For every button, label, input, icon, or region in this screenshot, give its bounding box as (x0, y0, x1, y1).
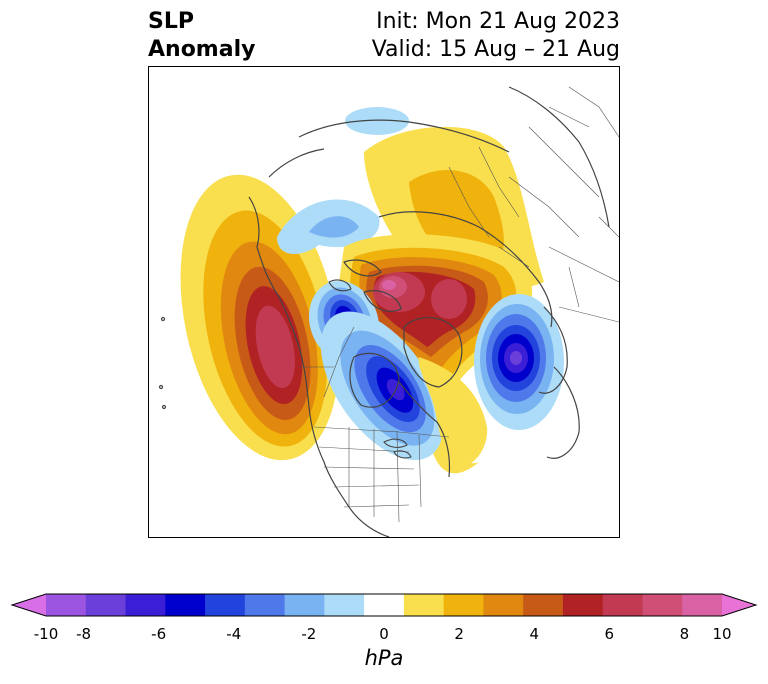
colorbar-segment (602, 594, 643, 616)
blob-kamchatka-low (345, 107, 409, 135)
colorbar-tick-label: 0 (379, 625, 389, 643)
colorbar-segment (125, 594, 166, 616)
blob-atlantic-high (418, 357, 488, 467)
colorbar-segment (642, 594, 683, 616)
colorbar-segment (562, 594, 604, 616)
coastlines (158, 86, 610, 537)
title-right: Init: Mon 21 Aug 2023 Valid: 15 Aug – 21… (372, 8, 620, 64)
title-left: SLP Anomaly (148, 8, 255, 64)
title-variable: SLP (148, 9, 194, 34)
colorbar (10, 593, 758, 617)
colorbar-outline (10, 593, 758, 617)
colorbar-units: hPa (364, 646, 404, 670)
great-lakes (383, 438, 412, 459)
colorbar-segment (165, 594, 206, 616)
colorbar-segment (85, 594, 127, 616)
colorbar-extend-max (722, 594, 756, 616)
map-panel (148, 66, 620, 538)
colorbar-tick-label: -6 (151, 625, 167, 643)
colorbar-segment (443, 594, 484, 616)
init-date: Init: Mon 21 Aug 2023 (376, 9, 620, 34)
colorbar-segment (483, 594, 524, 616)
colorbar-segment (244, 594, 286, 616)
colorbar-segment (682, 594, 723, 616)
colorbar-tick-label: -4 (226, 625, 242, 643)
colorbar-tick-label: -10 (33, 625, 59, 643)
anomaly-map (149, 86, 619, 537)
colorbar-segment (523, 594, 564, 616)
colorbar-segment (324, 594, 365, 616)
colorbar-segment (46, 594, 87, 616)
colorbar-extend-min (12, 594, 46, 616)
blob-siberia-low (277, 199, 380, 255)
colorbar-tick-label: 10 (712, 625, 732, 643)
colorbar-tick-label: 4 (529, 625, 539, 643)
blob-europe-low (474, 294, 564, 430)
colorbar-tick-label: -8 (76, 625, 92, 643)
title-field: Anomaly (148, 37, 256, 62)
colorbar-tick-label: -2 (301, 625, 317, 643)
colorbar-tick-label: 2 (454, 625, 464, 643)
colorbar-segment (364, 594, 405, 616)
left-edge-gap (149, 285, 153, 319)
colorbar-tick-label: 8 (679, 625, 690, 643)
colorbar-segment (284, 594, 325, 616)
blob-hudson-low (320, 311, 444, 461)
colorbar-segment (205, 594, 246, 616)
colorbar-tick-label: 6 (604, 625, 615, 643)
borders (299, 86, 619, 523)
valid-range: Valid: 15 Aug – 21 Aug (371, 37, 620, 62)
colorbar-segment (403, 594, 445, 616)
blob-arctic-high (338, 234, 533, 474)
